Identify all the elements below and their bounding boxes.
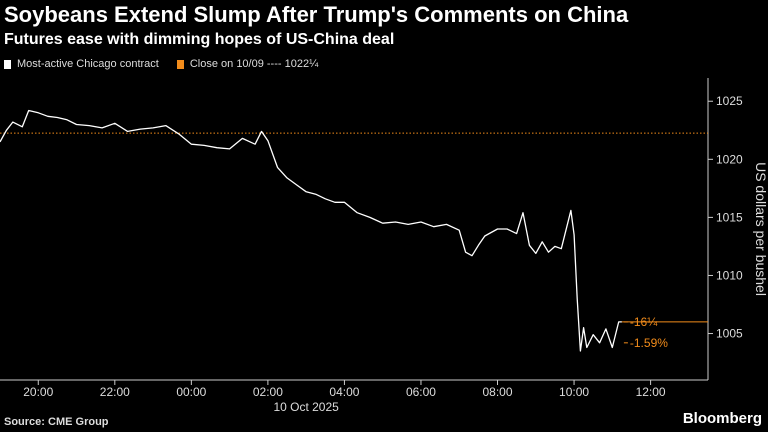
x-tick-label: 12:00 [636,385,666,399]
chart-subtitle: Futures ease with dimming hopes of US-Ch… [4,31,395,48]
y-tick-label: 1025 [716,94,743,108]
x-tick-label: 22:00 [100,385,130,399]
change-percent-label: -1.59% [630,336,668,350]
y-tick-label: 1010 [716,268,743,282]
y-tick-label: 1020 [716,152,743,166]
x-tick-label: 08:00 [482,385,512,399]
legend-label-close: Close on 10/09 ---- 1022¼ [189,58,319,70]
x-tick-label: 02:00 [253,385,283,399]
x-tick-label: 20:00 [23,385,53,399]
x-tick-label: 10:00 [559,385,589,399]
x-date-label: 10 Oct 2025 [273,400,339,414]
y-axis-label: US dollars per bushel [753,162,768,296]
price-series-line [0,109,622,352]
chart-title: Soybeans Extend Slump After Trump's Comm… [4,2,629,27]
change-points-label: -16¼ [630,315,658,329]
source-note: Source: CME Group [4,416,109,428]
y-tick-label: 1015 [716,210,743,224]
legend-label-series: Most-active Chicago contract [17,58,159,70]
bloomberg-logo: Bloomberg [682,410,762,427]
x-tick-label: 00:00 [176,385,206,399]
plot-area: 1005 1010 1015 1020 1025 20:00 22:00 00:00 02:00… [0,78,768,414]
legend-swatch-series [4,59,11,69]
x-tick-label: 06:00 [406,385,436,399]
y-tick-label: 1005 [716,327,743,341]
x-tick-label: 04:00 [329,385,359,399]
legend-swatch-close [176,59,184,69]
legend: Most-active Chicago contract Close on 10… [4,58,318,70]
